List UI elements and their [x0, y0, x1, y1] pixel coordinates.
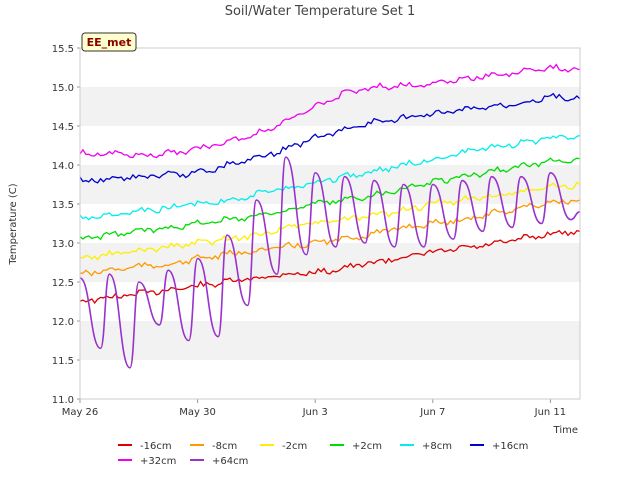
grid-band — [80, 87, 580, 126]
legend-label: +16cm — [492, 441, 528, 452]
y-tick-label: 14.0 — [52, 161, 74, 172]
legend-item: +64cm — [190, 456, 248, 467]
series-line-minus2cm — [79, 181, 581, 261]
grid-band — [80, 165, 580, 204]
y-tick-label: 12.5 — [52, 278, 74, 289]
grid-band — [80, 243, 580, 282]
series-line-minus8cm — [80, 198, 581, 277]
legend-label: -16cm — [140, 441, 172, 452]
series-line-plus2cm — [79, 157, 580, 241]
legend-item: -2cm — [260, 441, 307, 452]
series-line-minus16cm — [79, 229, 580, 304]
x-tick-label: Jun 7 — [419, 407, 445, 418]
site-label-box: EE_met — [81, 32, 137, 52]
plot-bands — [80, 87, 580, 360]
x-tick-label: May 26 — [62, 407, 99, 418]
y-axis-label: Temperature (C) — [8, 183, 19, 265]
series-lines — [79, 63, 581, 369]
y-tick-label: 13.0 — [52, 239, 74, 250]
legend-label: +8cm — [422, 441, 452, 452]
legend-item: +16cm — [470, 441, 528, 452]
x-tick-label: May 30 — [179, 407, 216, 418]
grid-band — [80, 321, 580, 360]
plot-frame — [79, 47, 581, 400]
legend-item: -8cm — [190, 441, 237, 452]
y-tick-label: 11.5 — [52, 356, 74, 367]
legend-label: +2cm — [352, 441, 382, 452]
chart-title: Soil/Water Temperature Set 1 — [225, 4, 416, 19]
series-line-plus32cm — [79, 63, 581, 159]
legend-item: +8cm — [400, 441, 452, 452]
legend-label: -8cm — [212, 441, 237, 452]
site-label: EE_met — [87, 36, 132, 49]
legend: -16cm -8cm -2cm +2cm +8cm +16cm +32cm +64cm — [118, 441, 528, 467]
series-line-plus64cm — [79, 156, 580, 369]
x-axis: May 26 May 30 Jun 3 Jun 7 Jun 11 — [62, 399, 566, 418]
legend-label: +64cm — [212, 456, 248, 467]
x-tick-label: Jun 11 — [534, 407, 567, 418]
legend-item: +32cm — [118, 456, 176, 467]
legend-label: +32cm — [140, 456, 176, 467]
x-axis-label: Time — [553, 425, 578, 436]
y-tick-label: 15.5 — [52, 44, 74, 55]
y-tick-label: 14.5 — [52, 122, 74, 133]
series-line-plus8cm — [79, 134, 581, 221]
legend-item: +2cm — [330, 441, 382, 452]
x-tick-label: Jun 3 — [302, 407, 328, 418]
legend-label: -2cm — [282, 441, 307, 452]
y-tick-label: 13.5 — [52, 200, 74, 211]
legend-item: -16cm — [118, 441, 172, 452]
y-tick-label: 11.0 — [52, 395, 74, 406]
series-line-plus16cm — [79, 92, 581, 184]
y-tick-label: 12.0 — [52, 317, 74, 328]
y-axis: 11.0 11.5 12.0 12.5 13.0 13.5 14.0 14.5 15.0 15.5 — [52, 44, 80, 406]
y-tick-label: 15.0 — [52, 83, 74, 94]
